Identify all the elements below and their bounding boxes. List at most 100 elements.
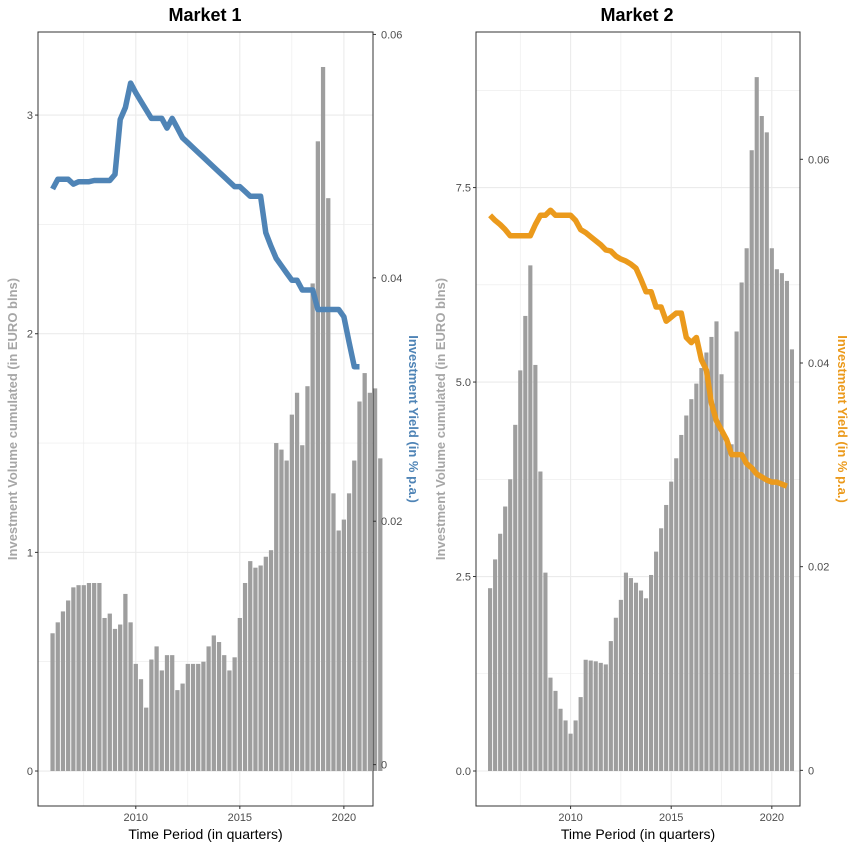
volume-bar xyxy=(144,707,149,772)
volume-bar xyxy=(588,660,593,771)
volume-bar xyxy=(326,198,331,772)
volume-bar xyxy=(729,444,734,771)
volume-bar xyxy=(305,386,310,772)
panel-1: 0 1 2 3 0 0.02 0.04 0.06 2010 2015 2020 Market 1 Tim… xyxy=(5,5,421,842)
volume-bar xyxy=(734,331,739,771)
volume-bar xyxy=(578,697,583,771)
volume-bar xyxy=(196,663,201,772)
volume-bar xyxy=(789,349,795,771)
y-tick-label: 5.0 xyxy=(456,377,471,389)
volume-bar xyxy=(76,585,81,772)
volume-bar xyxy=(714,321,719,771)
volume-bar xyxy=(503,506,508,771)
volume-bar xyxy=(558,708,563,771)
volume-bar xyxy=(498,533,503,771)
volume-bar xyxy=(352,460,357,772)
volume-bar xyxy=(659,528,664,771)
volume-bar xyxy=(284,460,289,772)
volume-bar xyxy=(674,458,679,771)
volume-bar xyxy=(185,663,190,772)
y2-tick-label: 0.06 xyxy=(381,29,402,41)
y2-tick-label: 0 xyxy=(381,760,387,772)
volume-bar xyxy=(684,415,689,771)
volume-bar xyxy=(598,662,603,771)
volume-bar xyxy=(97,582,102,772)
volume-bar xyxy=(341,519,347,772)
y-axis-title: Investment Volume cumulated (in EURO bln… xyxy=(433,278,448,560)
volume-bar xyxy=(493,559,498,771)
volume-bar xyxy=(618,599,623,771)
volume-bar xyxy=(633,582,639,771)
y-tick-label: 7.5 xyxy=(456,183,471,195)
x-tick-label: 2010 xyxy=(558,812,582,824)
yield-line xyxy=(50,80,360,370)
volume-bar xyxy=(769,248,774,771)
volume-bar xyxy=(538,471,543,771)
volume-bar xyxy=(71,587,76,772)
chart-title: Market 1 xyxy=(168,5,241,25)
y-tick-label: 2.5 xyxy=(456,572,471,584)
volume-bar xyxy=(548,677,553,771)
volume-bar xyxy=(206,646,211,772)
volume-bar xyxy=(164,655,170,772)
volume-bar xyxy=(749,150,754,771)
y2-tick-label: 0.04 xyxy=(381,273,402,285)
volume-bar xyxy=(628,578,634,771)
y2-axis-title: Investment Yield (in % p.a.) xyxy=(406,335,421,503)
volume-bar xyxy=(739,282,744,771)
x-tick-label: 2015 xyxy=(659,812,683,824)
volume-bar xyxy=(300,445,305,772)
volume-bar xyxy=(336,530,341,772)
volume-bar xyxy=(102,617,107,772)
volume-bar xyxy=(759,116,764,771)
volume-bar xyxy=(357,401,362,772)
volume-bar xyxy=(774,269,779,771)
y2-tick-label: 0.02 xyxy=(808,562,829,574)
volume-bar xyxy=(346,493,352,772)
volume-bar xyxy=(216,642,222,772)
volume-bar xyxy=(81,585,86,772)
volume-bar xyxy=(66,600,71,772)
volume-bar xyxy=(248,561,253,772)
volume-bar xyxy=(315,141,320,772)
volume-bar xyxy=(86,582,92,772)
volume-bar xyxy=(372,388,378,772)
volume-bar xyxy=(149,659,154,772)
y-tick-label: 1 xyxy=(27,547,33,559)
volume-bar xyxy=(263,556,268,772)
volume-bar xyxy=(528,265,533,771)
volume-bar xyxy=(112,628,118,772)
volume-bar xyxy=(227,670,232,772)
volume-bar xyxy=(294,392,300,772)
volume-bar xyxy=(253,567,258,772)
volume-bar xyxy=(679,434,684,771)
y-tick-label: 0.0 xyxy=(456,766,471,778)
volume-bar xyxy=(118,624,123,772)
volume-bar xyxy=(190,663,196,772)
volume-bar xyxy=(367,392,373,772)
y2-tick-label: 0.06 xyxy=(808,154,829,166)
volume-bar xyxy=(242,582,248,772)
volume-bar xyxy=(553,690,558,771)
y2-tick-label: 0 xyxy=(808,765,814,777)
volume-bar xyxy=(274,443,279,772)
volume-bar xyxy=(279,449,284,772)
volume-bar xyxy=(669,481,674,771)
volume-bar xyxy=(201,661,206,772)
volume-bar xyxy=(331,493,336,772)
x-axis-title: Time Period (in quarters) xyxy=(561,826,715,842)
volume-bar xyxy=(55,622,60,772)
volume-bar xyxy=(289,414,294,772)
volume-bar xyxy=(180,683,185,772)
volume-bar xyxy=(754,77,759,771)
volume-bar xyxy=(573,720,578,771)
volume-bar xyxy=(211,635,216,772)
volume-bar xyxy=(107,613,112,772)
y2-tick-label: 0.02 xyxy=(381,516,402,528)
volume-bar xyxy=(568,733,573,771)
volume-bar xyxy=(154,646,159,772)
volume-bar xyxy=(123,593,128,772)
volume-bar xyxy=(603,664,608,771)
volume-bar xyxy=(583,659,588,771)
